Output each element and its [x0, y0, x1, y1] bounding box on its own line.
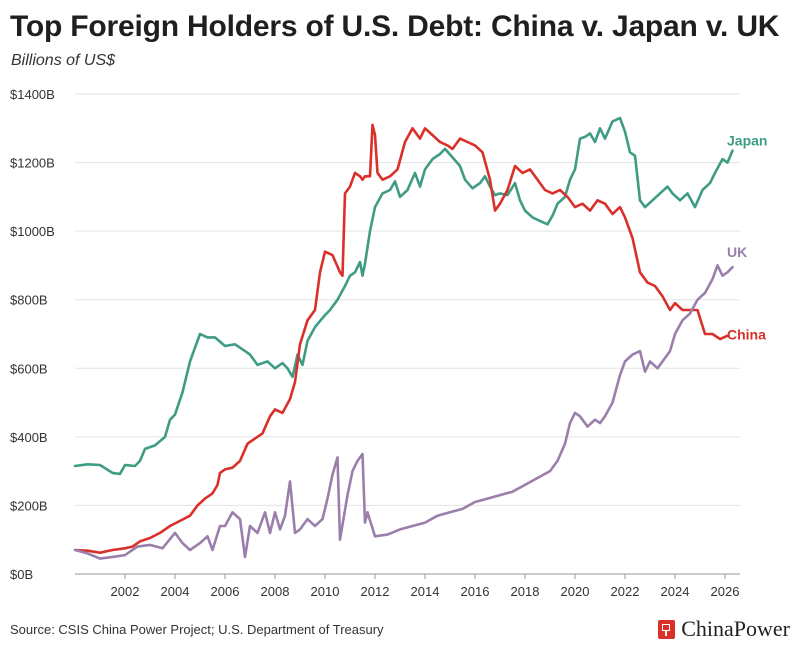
x-tick-label: 2012 — [361, 584, 390, 599]
chart-subtitle: Billions of US$ — [11, 52, 116, 69]
y-tick-label: $1400B — [10, 87, 55, 102]
x-tick-label: 2018 — [511, 584, 540, 599]
chinapower-logo-icon — [658, 619, 676, 639]
x-tick-label: 2024 — [661, 584, 690, 599]
x-tick-label: 2014 — [411, 584, 440, 599]
x-tick-label: 2010 — [311, 584, 340, 599]
x-tick-label: 2020 — [561, 584, 590, 599]
y-tick-label: $1000B — [10, 224, 55, 239]
x-tick-label: 2004 — [161, 584, 190, 599]
brand-name: ChinaPower — [681, 616, 790, 641]
chart-title: Top Foreign Holders of U.S. Debt: China … — [10, 10, 780, 43]
x-tick-label: 2002 — [111, 584, 140, 599]
x-tick-label: 2006 — [211, 584, 240, 599]
y-tick-label: $200B — [10, 498, 48, 513]
series-line-japan — [73, 116, 734, 476]
y-tick-label: $800B — [10, 293, 48, 308]
series-label-japan: Japan — [727, 133, 767, 149]
brand[interactable]: ChinaPower — [658, 616, 790, 642]
y-tick-label: $1200B — [10, 156, 55, 171]
y-tick-label: $0B — [10, 567, 33, 582]
series-line-uk — [73, 264, 734, 560]
series-label-china: China — [727, 327, 766, 343]
x-tick-label: 2016 — [461, 584, 490, 599]
x-tick-label: 2022 — [611, 584, 640, 599]
source-note: Source: CSIS China Power Project; U.S. D… — [10, 622, 384, 637]
y-tick-label: $600B — [10, 361, 48, 376]
x-tick-label: 2008 — [261, 584, 290, 599]
x-tick-label: 2026 — [711, 584, 740, 599]
series-line-china — [73, 123, 729, 554]
y-tick-label: $400B — [10, 430, 48, 445]
series-label-uk: UK — [727, 244, 747, 260]
